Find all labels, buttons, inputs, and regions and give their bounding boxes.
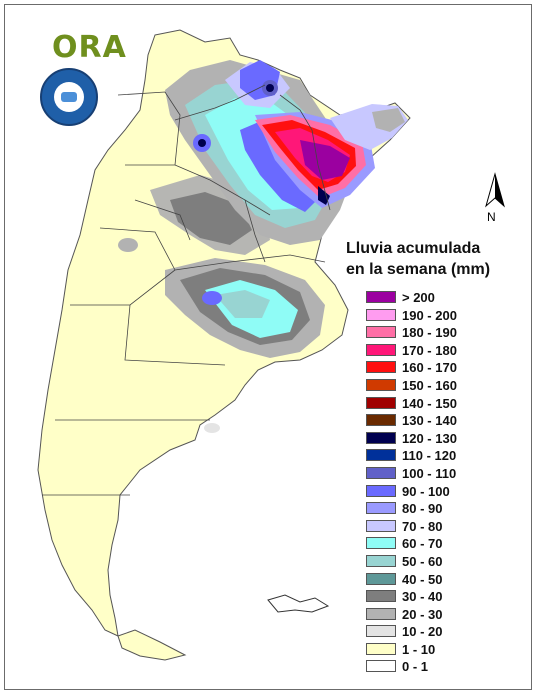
rain-spot-darkblue-n-core: [266, 84, 274, 92]
legend-row: 80 - 90: [366, 500, 506, 518]
legend-swatch: [366, 378, 396, 391]
legend-label: 30 - 40: [402, 589, 443, 605]
legend-row: 30 - 40: [366, 588, 506, 606]
legend-swatch: [366, 572, 396, 585]
legend-label: 1 - 10: [402, 641, 436, 657]
rain-spot-darkblue-nw-core: [198, 139, 206, 147]
north-arrow-icon: [485, 172, 505, 208]
legend-row: 110 - 120: [366, 447, 506, 465]
legend-swatch: [366, 554, 396, 567]
legend-swatch: [366, 537, 396, 550]
legend-label: 130 - 140: [402, 413, 457, 429]
rain-zone-blue-spot-center: [202, 291, 222, 305]
legend-swatch: [366, 607, 396, 620]
rain-zone-darkgrey-north: [170, 192, 252, 245]
legend-label: 140 - 150: [402, 395, 457, 411]
legend-label: 80 - 90: [402, 501, 443, 517]
legend-row: 190 - 200: [366, 307, 506, 325]
legend-row: 90 - 100: [366, 483, 506, 501]
rain-zone-purple-core: [300, 140, 350, 180]
legend-swatch: [366, 326, 396, 339]
ora-logo: ORA: [52, 30, 127, 65]
legend-row: 100 - 110: [366, 465, 506, 483]
rain-spot-grey-west: [118, 238, 138, 252]
legend-row: 40 - 50: [366, 571, 506, 589]
legend-swatch: [366, 361, 396, 374]
legend-label: 110 - 120: [402, 448, 457, 464]
legend-row: 180 - 190: [366, 324, 506, 342]
malvinas-islands: [267, 594, 330, 613]
legend-swatch: [366, 660, 396, 673]
legend-swatch: [366, 484, 396, 497]
legend-row: 20 - 30: [366, 606, 506, 624]
legend: > 200 190 - 200 180 - 190 170 - 180 160 - 17…: [366, 289, 506, 676]
legend-label: 100 - 110: [402, 465, 457, 481]
legend-label: 70 - 80: [402, 518, 443, 534]
legend-label: 40 - 50: [402, 571, 443, 587]
legend-label: 160 - 170: [402, 360, 457, 376]
legend-swatch: [366, 466, 396, 479]
legend-label: 10 - 20: [402, 624, 443, 640]
legend-label: 180 - 190: [402, 325, 457, 341]
legend-row: 150 - 160: [366, 377, 506, 395]
legend-label: 170 - 180: [402, 342, 457, 358]
legend-title: Lluvia acumulada en la semana (mm): [346, 238, 490, 280]
rain-zone-grey-east: [372, 108, 405, 132]
legend-swatch: [366, 502, 396, 515]
rain-spot-lightgrey-coast: [204, 423, 220, 433]
legend-row: 130 - 140: [366, 412, 506, 430]
smn-seal-icon: [40, 68, 98, 126]
legend-row: 70 - 80: [366, 518, 506, 536]
legend-swatch: [366, 291, 396, 303]
province-boundaries: [42, 84, 331, 496]
legend-label: 20 - 30: [402, 606, 443, 622]
legend-swatch: [366, 519, 396, 532]
legend-row: 0 - 1: [366, 658, 506, 676]
legend-title-line1: Lluvia acumulada: [346, 240, 481, 257]
legend-row: 10 - 20: [366, 623, 506, 641]
legend-row: 1 - 10: [366, 641, 506, 659]
legend-swatch: [366, 590, 396, 603]
legend-label: > 200: [402, 290, 435, 305]
legend-label: 120 - 130: [402, 430, 457, 446]
legend-label: 60 - 70: [402, 536, 443, 552]
legend-label: 150 - 160: [402, 377, 457, 393]
legend-swatch: [366, 642, 396, 655]
north-label: N: [487, 210, 496, 224]
legend-swatch: [366, 625, 396, 638]
legend-label: 190 - 200: [402, 307, 457, 323]
legend-label: 90 - 100: [402, 483, 450, 499]
legend-row: 50 - 60: [366, 553, 506, 571]
legend-row: > 200: [366, 289, 506, 307]
legend-swatch: [366, 308, 396, 321]
legend-swatch: [366, 449, 396, 462]
legend-row: 160 - 170: [366, 359, 506, 377]
legend-row: 140 - 150: [366, 395, 506, 413]
legend-label: 50 - 60: [402, 553, 443, 569]
legend-row: 60 - 70: [366, 535, 506, 553]
legend-label: 0 - 1: [402, 659, 429, 675]
legend-row: 120 - 130: [366, 430, 506, 448]
legend-title-line2: en la semana (mm): [346, 261, 491, 278]
legend-swatch: [366, 396, 396, 409]
legend-swatch: [366, 431, 396, 444]
rain-zone-lightcyan-center: [215, 290, 270, 318]
legend-row: 170 - 180: [366, 342, 506, 360]
legend-swatch: [366, 414, 396, 427]
legend-swatch: [366, 343, 396, 356]
tierra-del-fuego: [117, 629, 187, 661]
